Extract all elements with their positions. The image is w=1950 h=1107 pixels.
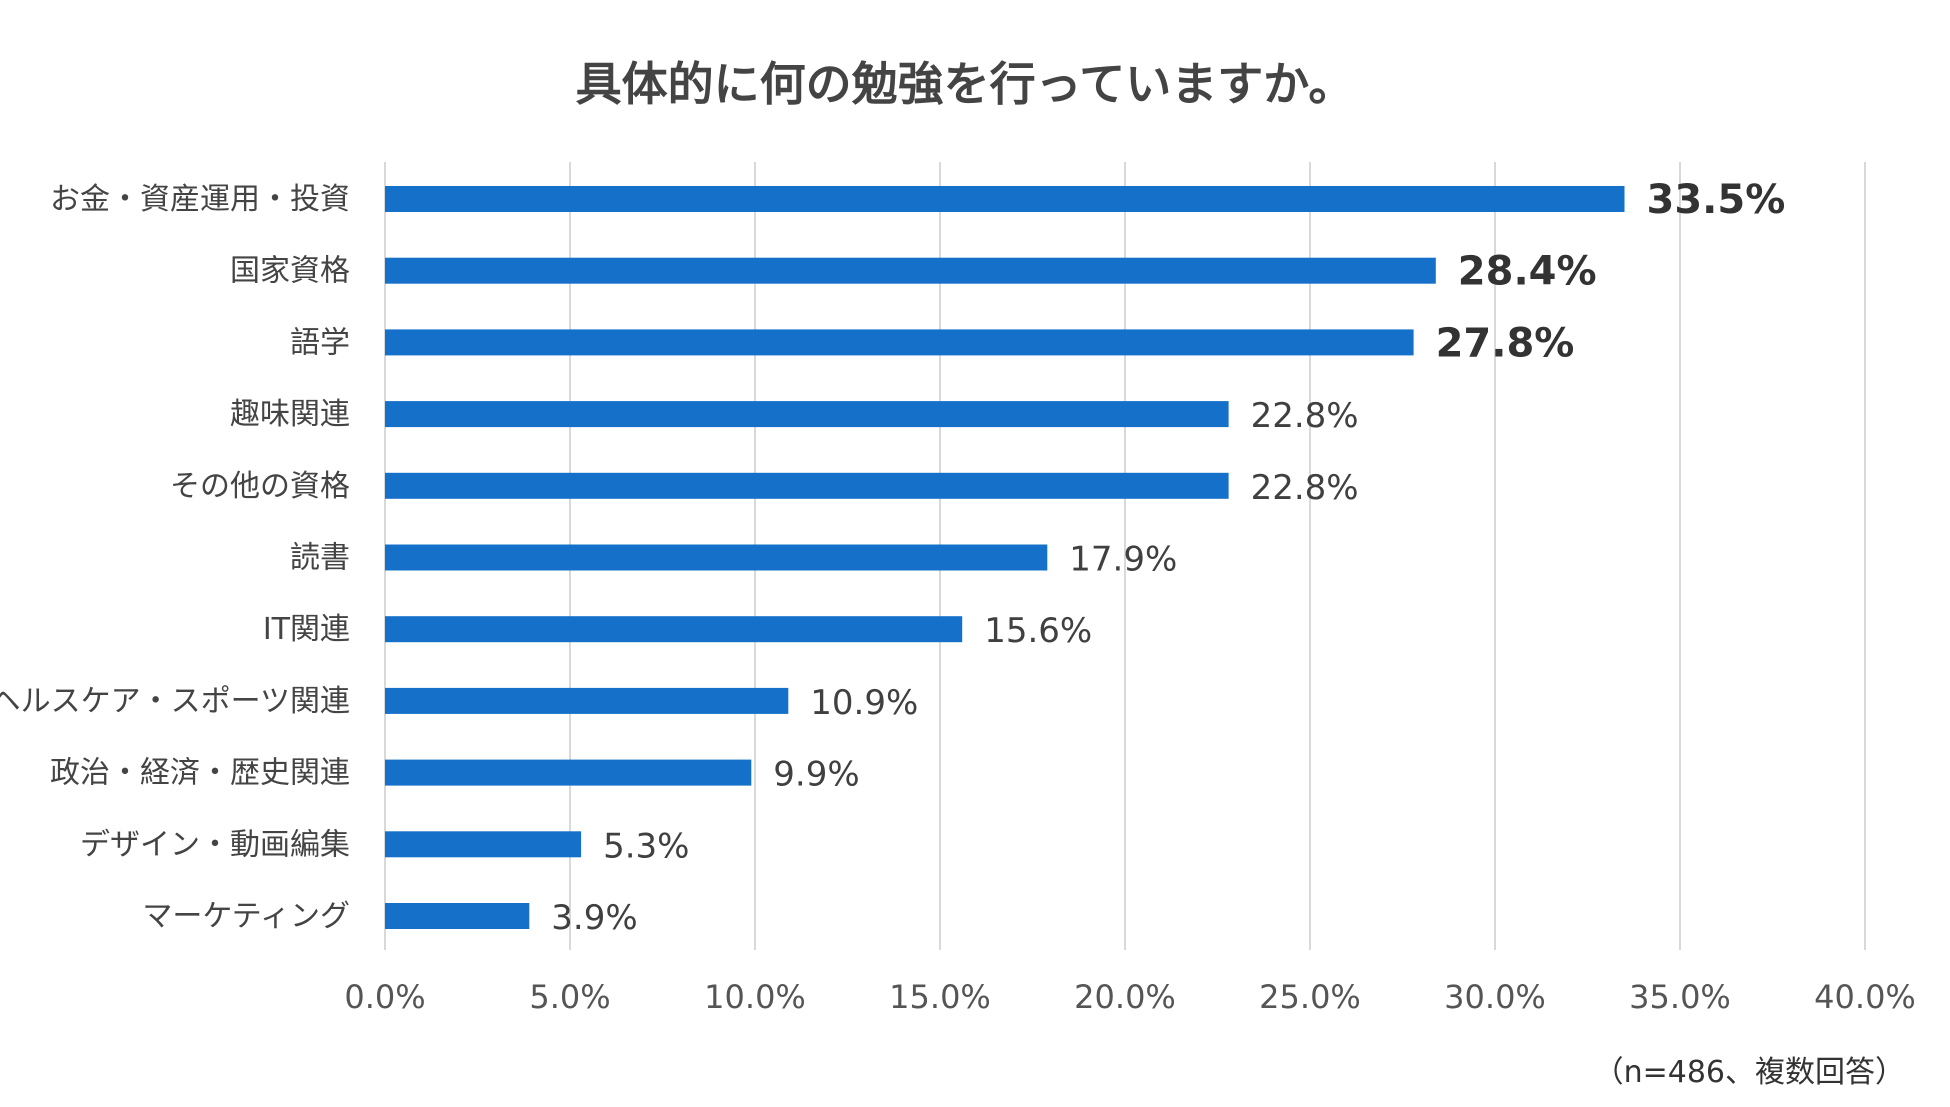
value-labels: 33.5% 28.4% 27.8% 22.8% 22.8% 17.9% 15.6% 10.9%… (551, 177, 1785, 938)
sample-note: （n=486、複数回答） (1594, 1055, 1905, 1090)
value-label: 3.9% (551, 898, 637, 938)
bar (385, 257, 1436, 284)
category-label: 趣味関連 (230, 397, 350, 432)
x-axis-tick-labels: 0.0% 5.0% 10.0% 15.0% 20.0% 25.0% 30.0% 35.0% 40… (344, 978, 1915, 1016)
bar (385, 759, 752, 786)
value-label: 22.8% (1251, 396, 1359, 436)
bar (385, 903, 530, 929)
category-label: デザイン・動画編集 (80, 827, 350, 862)
bar (385, 687, 789, 714)
x-tick-label: 25.0% (1259, 978, 1361, 1016)
value-label: 9.9% (773, 755, 859, 795)
value-label: 33.5% (1647, 177, 1786, 223)
bar (385, 544, 1048, 571)
value-label: 28.4% (1458, 249, 1597, 295)
value-label: 27.8% (1436, 320, 1575, 366)
value-label: 17.9% (1069, 540, 1177, 580)
x-tick-label: 5.0% (529, 978, 610, 1016)
x-tick-label: 20.0% (1074, 978, 1176, 1016)
value-label: 22.8% (1251, 468, 1359, 508)
x-tick-label: 40.0% (1814, 978, 1916, 1016)
bars (385, 186, 1625, 929)
x-tick-label: 35.0% (1629, 978, 1731, 1016)
chart-title: 具体的に何の勉強を行っていますか。 (576, 57, 1355, 111)
category-label: マーケティング (142, 899, 350, 934)
x-tick-label: 30.0% (1444, 978, 1546, 1016)
value-label: 5.3% (603, 826, 689, 866)
value-label: 15.6% (984, 611, 1092, 651)
category-label: その他の資格 (170, 469, 350, 504)
bar (385, 186, 1625, 212)
category-label: 国家資格 (230, 254, 350, 289)
x-tick-label: 0.0% (344, 978, 425, 1016)
category-label: 読書 (290, 541, 350, 576)
bar (385, 329, 1414, 356)
x-tick-label: 15.0% (889, 978, 991, 1016)
bar (385, 616, 963, 643)
value-label: 10.9% (810, 683, 918, 723)
category-label: 語学 (290, 325, 350, 360)
bar (385, 401, 1229, 428)
category-label: IT関連 (263, 612, 350, 647)
category-label: お金・資産運用・投資 (50, 182, 350, 217)
bar (385, 472, 1229, 499)
gridlines (384, 162, 1866, 950)
x-tick-label: 10.0% (704, 978, 806, 1016)
category-label: ヘルスケア・スポーツ関連 (0, 684, 350, 719)
category-label: 政治・経済・歴史関連 (50, 756, 350, 791)
bar (385, 831, 582, 858)
